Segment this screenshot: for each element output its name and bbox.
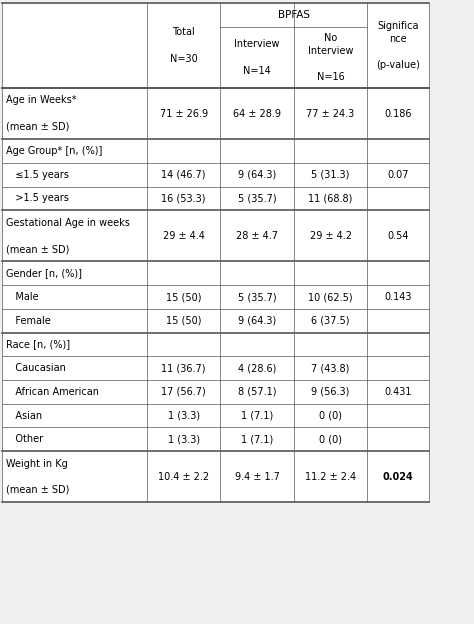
Text: 77 ± 24.3: 77 ± 24.3	[307, 109, 355, 119]
Text: 11.2 ± 2.4: 11.2 ± 2.4	[305, 472, 356, 482]
Text: 71 ± 26.9: 71 ± 26.9	[160, 109, 208, 119]
Text: 0.024: 0.024	[383, 472, 413, 482]
Text: 1 (3.3): 1 (3.3)	[168, 411, 200, 421]
Text: 9 (56.3): 9 (56.3)	[311, 387, 350, 397]
Text: 64 ± 28.9: 64 ± 28.9	[233, 109, 281, 119]
Bar	[2, 3, 429, 502]
Text: 7 (43.8): 7 (43.8)	[311, 363, 350, 373]
Text: 6 (37.5): 6 (37.5)	[311, 316, 350, 326]
Text: 9 (64.3): 9 (64.3)	[238, 316, 276, 326]
Text: 15 (50): 15 (50)	[166, 316, 201, 326]
Text: 9.4 ± 1.7: 9.4 ± 1.7	[235, 472, 280, 482]
Text: Gender [n, (%)]: Gender [n, (%)]	[6, 268, 82, 278]
Text: Total

N=30: Total N=30	[170, 27, 198, 64]
Text: 0.07: 0.07	[387, 170, 409, 180]
Text: Race [n, (%)]: Race [n, (%)]	[6, 339, 70, 349]
Text: No
Interview

N=16: No Interview N=16	[308, 32, 353, 82]
Text: Interview

N=14: Interview N=14	[235, 39, 280, 76]
Text: 14 (46.7): 14 (46.7)	[162, 170, 206, 180]
Text: Other: Other	[6, 434, 43, 444]
Text: 0.54: 0.54	[387, 231, 409, 241]
Text: 9 (64.3): 9 (64.3)	[238, 170, 276, 180]
Text: Age Group* [n, (%)]: Age Group* [n, (%)]	[6, 146, 102, 156]
Text: 5 (35.7): 5 (35.7)	[238, 193, 276, 203]
Text: 8 (57.1): 8 (57.1)	[238, 387, 276, 397]
Text: 10 (62.5): 10 (62.5)	[308, 292, 353, 302]
Text: 1 (7.1): 1 (7.1)	[241, 434, 273, 444]
Text: African American: African American	[6, 387, 99, 397]
Text: 10.4 ± 2.2: 10.4 ± 2.2	[158, 472, 209, 482]
Text: 5 (31.3): 5 (31.3)	[311, 170, 350, 180]
Text: 0.431: 0.431	[384, 387, 412, 397]
Text: 29 ± 4.2: 29 ± 4.2	[310, 231, 352, 241]
Text: 15 (50): 15 (50)	[166, 292, 201, 302]
Text: Female: Female	[6, 316, 51, 326]
Text: BPFAS: BPFAS	[278, 10, 310, 20]
Text: 0.143: 0.143	[384, 292, 412, 302]
Text: ≤1.5 years: ≤1.5 years	[6, 170, 69, 180]
Text: 29 ± 4.4: 29 ± 4.4	[163, 231, 205, 241]
Text: >1.5 years: >1.5 years	[6, 193, 69, 203]
Text: 5 (35.7): 5 (35.7)	[238, 292, 276, 302]
Text: Weight in Kg

(mean ± SD): Weight in Kg (mean ± SD)	[6, 459, 70, 495]
Text: Gestational Age in weeks

(mean ± SD): Gestational Age in weeks (mean ± SD)	[6, 218, 130, 254]
Text: Male: Male	[6, 292, 39, 302]
Text: 1 (3.3): 1 (3.3)	[168, 434, 200, 444]
Text: 0 (0): 0 (0)	[319, 411, 342, 421]
Text: 16 (53.3): 16 (53.3)	[162, 193, 206, 203]
Text: 1 (7.1): 1 (7.1)	[241, 411, 273, 421]
Text: 0 (0): 0 (0)	[319, 434, 342, 444]
Text: Significa
nce

(p-value): Significa nce (p-value)	[376, 21, 420, 71]
Text: 11 (68.8): 11 (68.8)	[309, 193, 353, 203]
Text: 0.186: 0.186	[384, 109, 412, 119]
Text: Caucasian: Caucasian	[6, 363, 66, 373]
Text: Asian: Asian	[6, 411, 42, 421]
Text: Age in Weeks*

(mean ± SD): Age in Weeks* (mean ± SD)	[6, 95, 77, 132]
Text: 11 (36.7): 11 (36.7)	[162, 363, 206, 373]
Text: 28 ± 4.7: 28 ± 4.7	[236, 231, 278, 241]
Text: 4 (28.6): 4 (28.6)	[238, 363, 276, 373]
Text: 17 (56.7): 17 (56.7)	[161, 387, 206, 397]
